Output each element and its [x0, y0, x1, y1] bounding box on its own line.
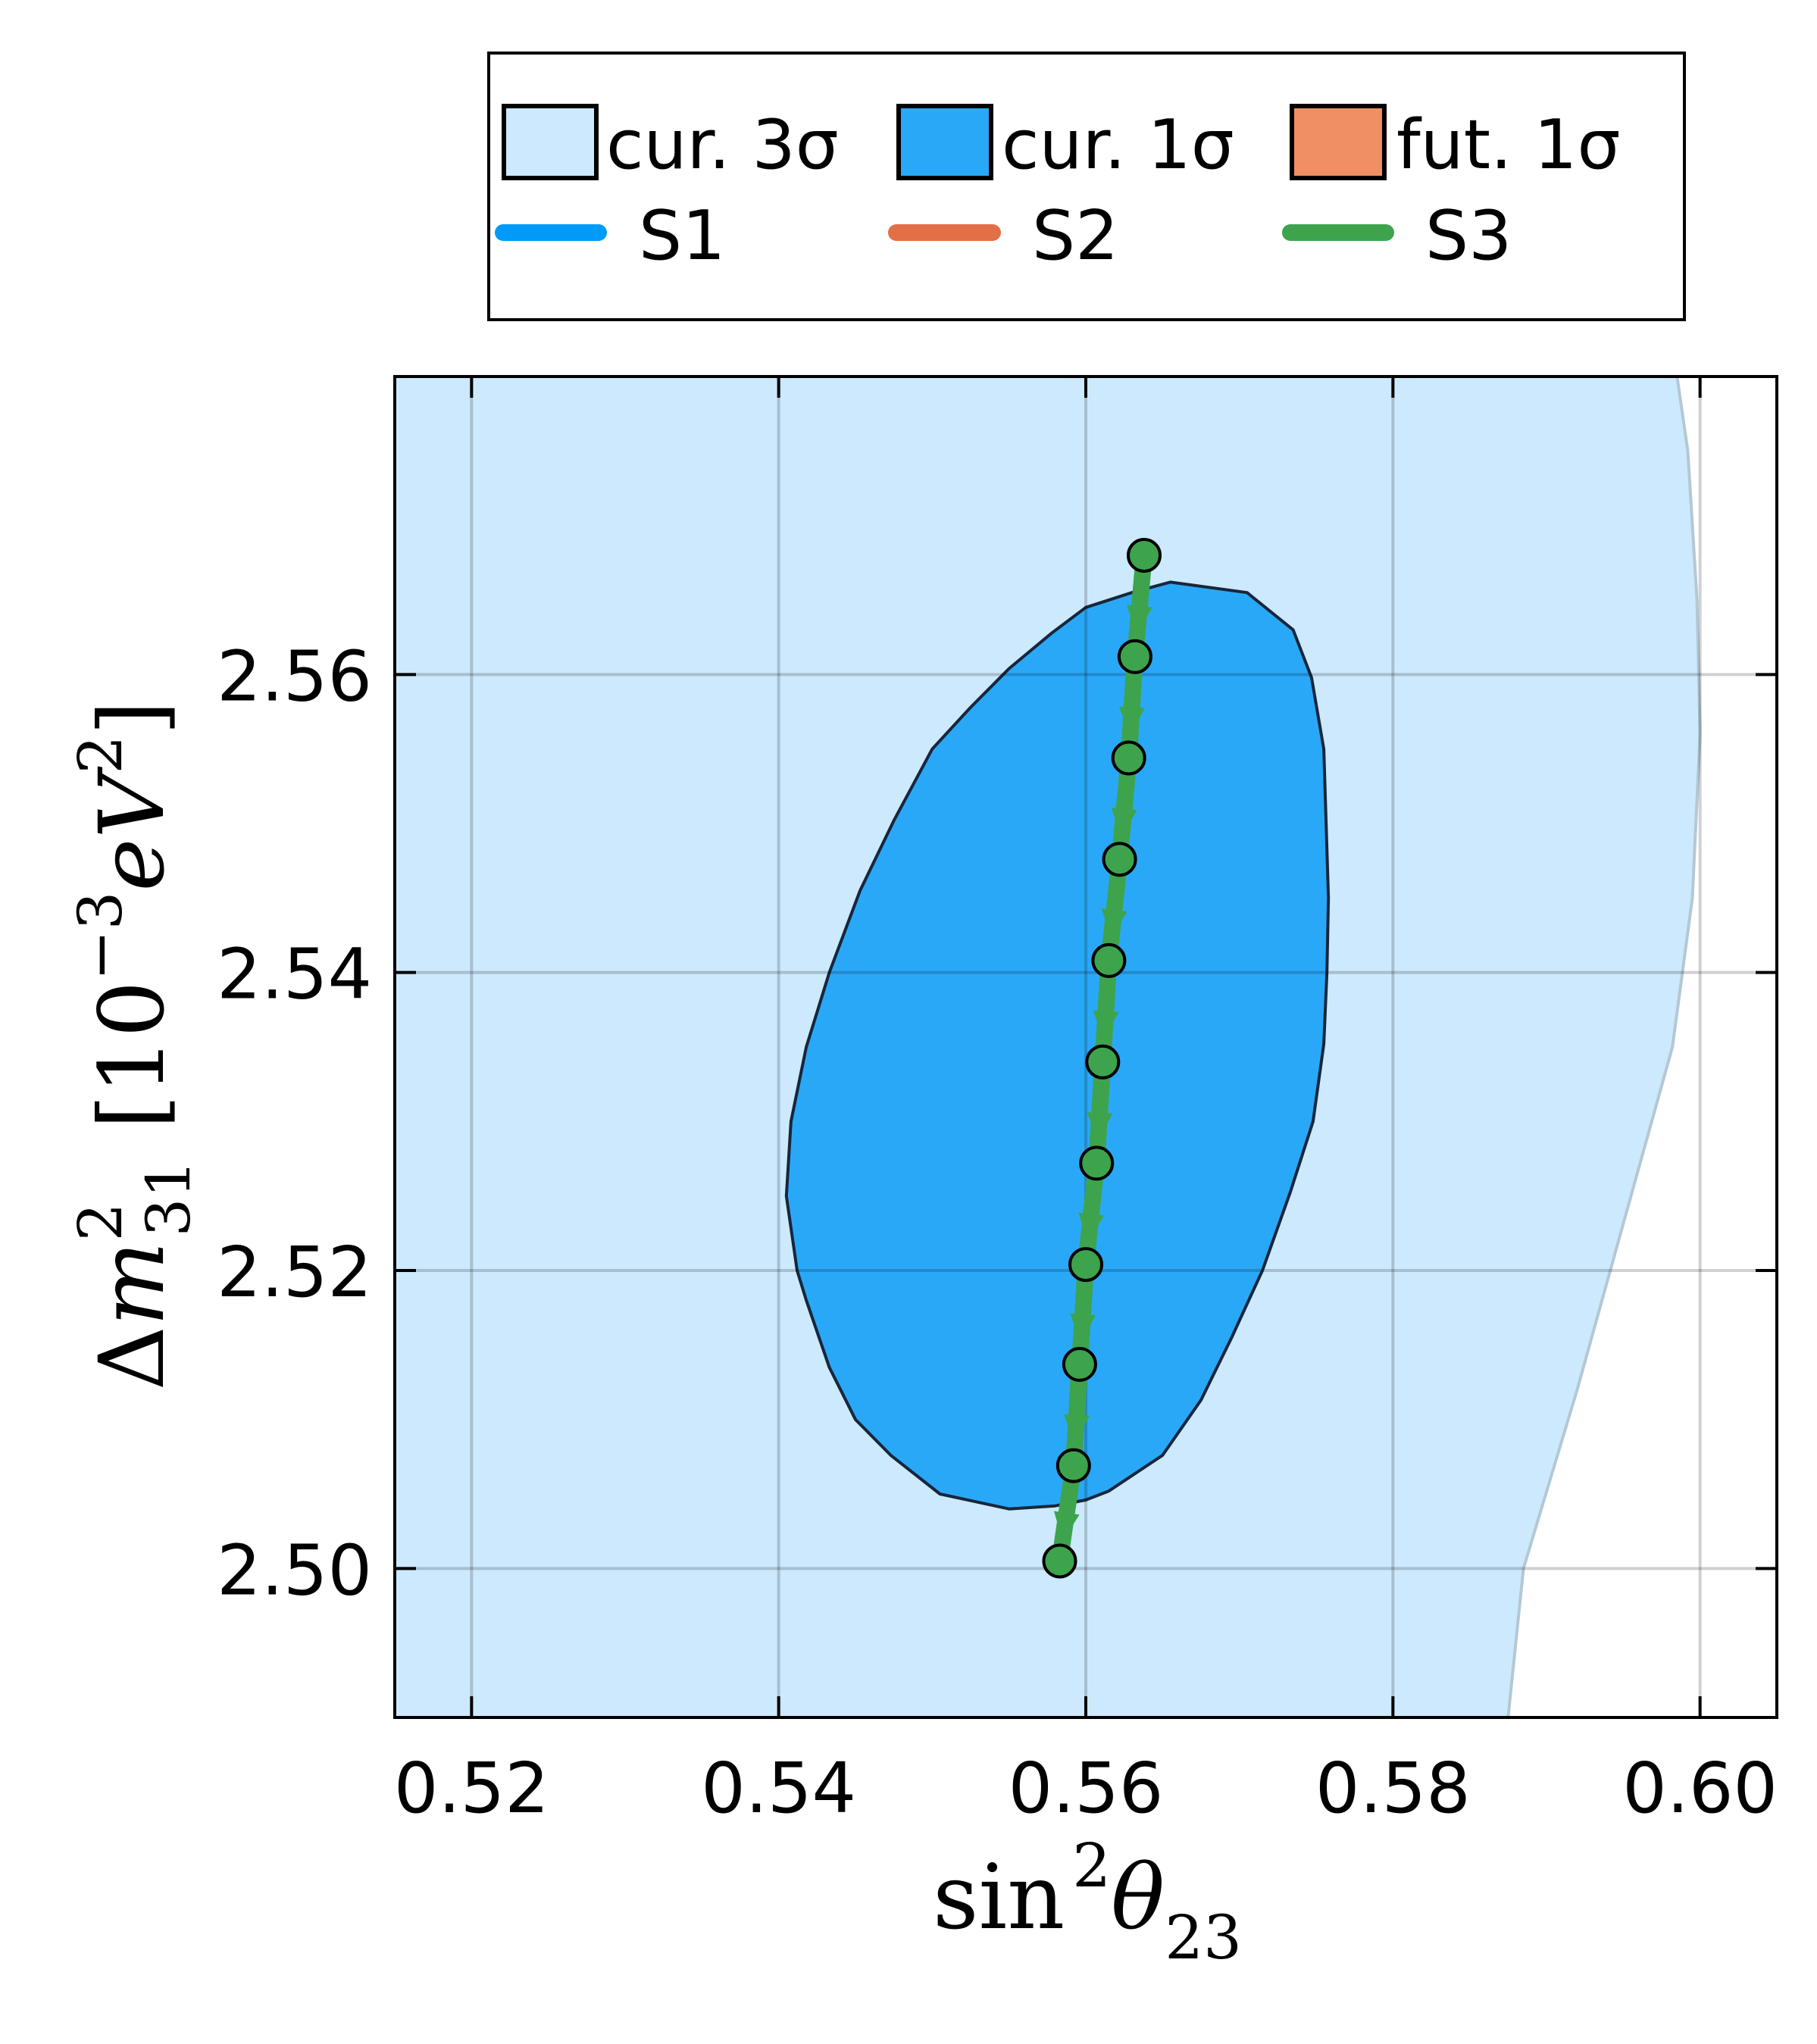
- series-point: [1055, 1448, 1091, 1483]
- plot-area: 0.52 0.54 0.56 0.58 0.60 2.50 2.52 2.54 2.56: [217, 375, 1778, 1829]
- y-tick-label: 2.56: [217, 636, 372, 717]
- series-arrowhead: [1093, 1010, 1119, 1040]
- series-point: [1085, 1044, 1121, 1080]
- region-cur-3sigma-edge: [1506, 377, 1702, 1717]
- y-tick-label: 2.50: [217, 1530, 372, 1611]
- y-tick-label: 2.54: [217, 934, 372, 1015]
- legend-label-s2: S2: [1032, 196, 1118, 276]
- svg-text:Δm231[10−3eV2]: Δm231[10−3eV2]: [65, 701, 204, 1391]
- legend-label-fut-1sigma: fut. 1σ: [1396, 105, 1621, 185]
- y-axis-title-bracket-open: [: [80, 1095, 184, 1130]
- y-axis-title-bracket-close: ]: [80, 701, 184, 736]
- y-tick-label: 2.52: [217, 1232, 372, 1313]
- y-axis-title: Δm231[10−3eV2]: [65, 701, 204, 1391]
- x-tick-label: 0.60: [1622, 1748, 1778, 1829]
- series-point: [1111, 740, 1146, 776]
- x-axis-title-var: θ: [1111, 1845, 1165, 1949]
- series-arrowhead: [1118, 706, 1145, 736]
- y-axis-title-prefix: Δ: [80, 1326, 184, 1390]
- grid: [395, 377, 1777, 1717]
- y-axis-title-unit-base: 10: [80, 980, 184, 1094]
- y-axis-title-unit: eV: [80, 766, 184, 892]
- series-arrowhead: [1127, 605, 1152, 635]
- series-arrowhead: [1078, 1212, 1105, 1243]
- series-point: [1117, 639, 1152, 674]
- series-point: [1127, 538, 1162, 573]
- series-arrowhead: [1087, 1111, 1113, 1142]
- series-point: [1068, 1247, 1103, 1283]
- x-axis-title: sin 2θ23: [933, 1830, 1242, 1973]
- series-arrowhead: [1111, 807, 1137, 838]
- x-tick-label: 0.56: [1009, 1748, 1164, 1829]
- series-arrowhead: [1070, 1313, 1096, 1343]
- x-tick-label: 0.58: [1315, 1748, 1471, 1829]
- legend-patch-cur-1sigma: [896, 104, 993, 180]
- x-axis-title-base: sin: [933, 1845, 1065, 1949]
- legend: cur. 3σ cur. 1σ fut. 1σ S1 S2 S3: [487, 52, 1686, 321]
- legend-box: [487, 52, 1686, 321]
- legend-label-s3: S3: [1425, 196, 1512, 276]
- x-tick-label: 0.54: [701, 1748, 856, 1829]
- series-s3: [1042, 538, 1162, 1579]
- series-point: [1102, 842, 1137, 877]
- y-axis-title-sup: 2: [65, 1202, 136, 1241]
- y-axis-title-unit-exp2: 2: [65, 736, 136, 774]
- region-cur-1sigma: [784, 580, 1331, 1511]
- series-point: [1079, 1145, 1115, 1181]
- y-axis-title-var: m: [80, 1241, 184, 1326]
- x-tick-label: 0.52: [394, 1748, 549, 1829]
- legend-patch-cur-3sigma: [502, 104, 599, 180]
- legend-patch-fut-1sigma: [1290, 104, 1387, 180]
- x-axis-title-sup: 2: [1072, 1830, 1111, 1901]
- legend-label-cur-1sigma: cur. 1σ: [1002, 105, 1234, 185]
- legend-label-s1: S1: [639, 196, 725, 276]
- series-point: [1062, 1346, 1097, 1382]
- series-point: [1042, 1543, 1077, 1579]
- series-point: [1091, 942, 1127, 978]
- ticks: 0.52 0.54 0.56 0.58 0.60 2.50 2.52 2.54 2.56: [217, 377, 1778, 1829]
- y-axis-title-sub: 31: [133, 1160, 204, 1237]
- series-arrowhead: [1101, 908, 1127, 939]
- y-axis-title-unit-exp: −3: [65, 892, 136, 981]
- series-arrowhead: [1053, 1511, 1080, 1542]
- series-arrowhead: [1063, 1414, 1090, 1444]
- x-axis-title-sub: 23: [1165, 1902, 1242, 1973]
- legend-label-cur-3sigma: cur. 3σ: [606, 105, 839, 185]
